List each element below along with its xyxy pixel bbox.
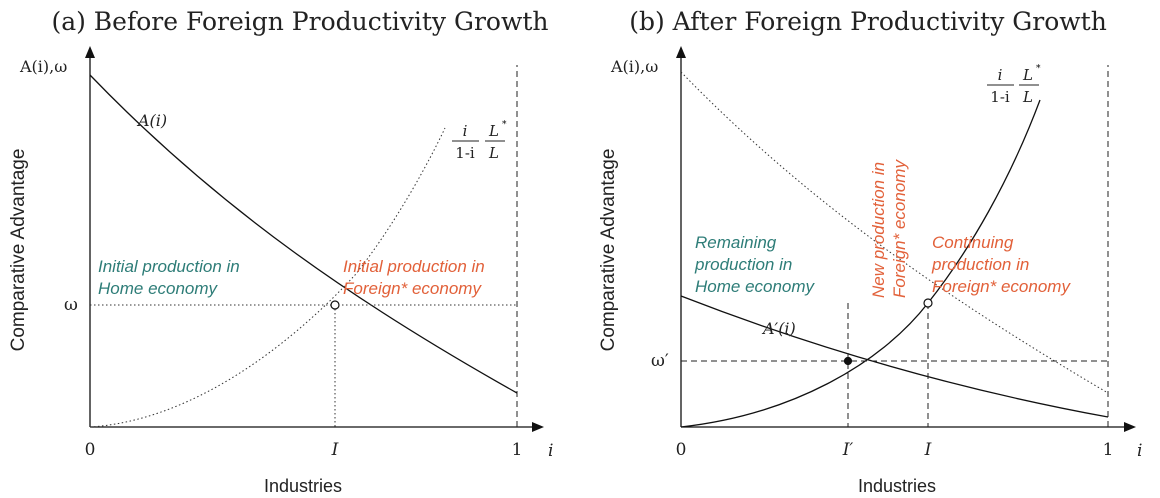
panel-a: (a) Before Foreign Productivity Growth A…	[8, 7, 553, 496]
panel-a-ratio-curve	[89, 127, 446, 428]
panel-a-tick-omega: ω	[64, 295, 78, 315]
panel-b-foreign-text-3: Foreign* economy	[932, 277, 1071, 296]
panel-a-home-text-1: Initial production in	[98, 257, 240, 276]
panel-a-A-label: A(i)	[136, 111, 167, 130]
panel-b-title: (b) After Foreign Productivity Growth	[629, 7, 1107, 36]
panel-b-x-var: i	[1137, 441, 1142, 461]
panel-b-home-text-1: Remaining	[695, 233, 777, 252]
panel-a-y-label: A(i),ω	[19, 57, 67, 76]
panel-b-ratio-den: 1-i	[990, 88, 1010, 106]
panel-b-tick-I: I	[924, 440, 932, 460]
panel-b-A-prime-curve	[680, 295, 1109, 418]
panel-b-A-prime-label: A′(i)	[761, 319, 796, 338]
panel-b-foreign-text-1: Continuing	[932, 233, 1014, 252]
panel-b-new-text-1: New production in	[869, 162, 888, 298]
panel-a-y-arrow	[85, 46, 95, 58]
panel-b-L-den: L	[1022, 88, 1033, 106]
panel-b-ratio-num: i	[998, 66, 1003, 84]
panel-b-y-label: A(i),ω	[610, 57, 658, 76]
panel-b-home-text-3: Home economy	[695, 277, 816, 296]
panel-a-equilibrium-point	[330, 300, 340, 310]
panel-b-home-text-2: production in	[694, 255, 792, 274]
panel-b-tick-I-prime: I′	[842, 440, 854, 460]
panel-b: (b) After Foreign Productivity Growth A(…	[598, 7, 1142, 496]
panel-a-x-title: Industries	[264, 476, 342, 496]
panel-a-ratio-num: i	[463, 122, 468, 140]
panel-b-new-text-2: Foreign* economy	[890, 159, 909, 298]
panel-b-tick-zero: 0	[676, 440, 687, 460]
panel-a-L-den: L	[488, 144, 499, 162]
panel-b-y-arrow	[676, 46, 686, 58]
panel-b-x-arrow	[1124, 422, 1136, 432]
panel-a-x-arrow	[532, 422, 544, 432]
panel-b-tick-one: 1	[1103, 440, 1114, 460]
panel-b-y-title: Comparative Advantage	[598, 149, 619, 352]
panel-b-L-num: L	[1022, 66, 1033, 84]
panel-a-home-text-2: Home economy	[98, 279, 219, 298]
panel-a-tick-zero: 0	[85, 440, 96, 460]
panel-b-x-title: Industries	[858, 476, 936, 496]
panel-a-ratio-den: 1-i	[455, 144, 475, 162]
panel-b-old-A-curve	[680, 71, 1109, 394]
panel-a-foreign-text-1: Initial production in	[343, 257, 485, 276]
panel-a-tick-I: I	[331, 440, 339, 460]
panel-a-tick-one: 1	[512, 440, 523, 460]
panel-b-new-equilibrium-point	[843, 356, 853, 366]
panel-b-old-equilibrium-point	[923, 298, 933, 308]
panel-b-tick-omega-prime: ω′	[651, 351, 669, 371]
panel-a-y-title: Comparative Advantage	[8, 149, 29, 352]
panel-a-L-num: L	[488, 122, 499, 140]
panel-a-x-var: i	[548, 441, 553, 461]
panel-a-ratio-label: i 1-i L * L	[452, 120, 507, 162]
panel-a-title: (a) Before Foreign Productivity Growth	[51, 7, 548, 36]
panel-a-L-star: *	[502, 120, 507, 130]
panel-b-L-star: *	[1036, 64, 1041, 74]
panel-b-foreign-text-2: production in	[931, 255, 1029, 274]
panel-a-foreign-text-2: Foreign* economy	[343, 279, 482, 298]
panel-b-ratio-label: i 1-i L * L	[987, 64, 1041, 106]
panel-a-A-curve	[89, 74, 518, 394]
